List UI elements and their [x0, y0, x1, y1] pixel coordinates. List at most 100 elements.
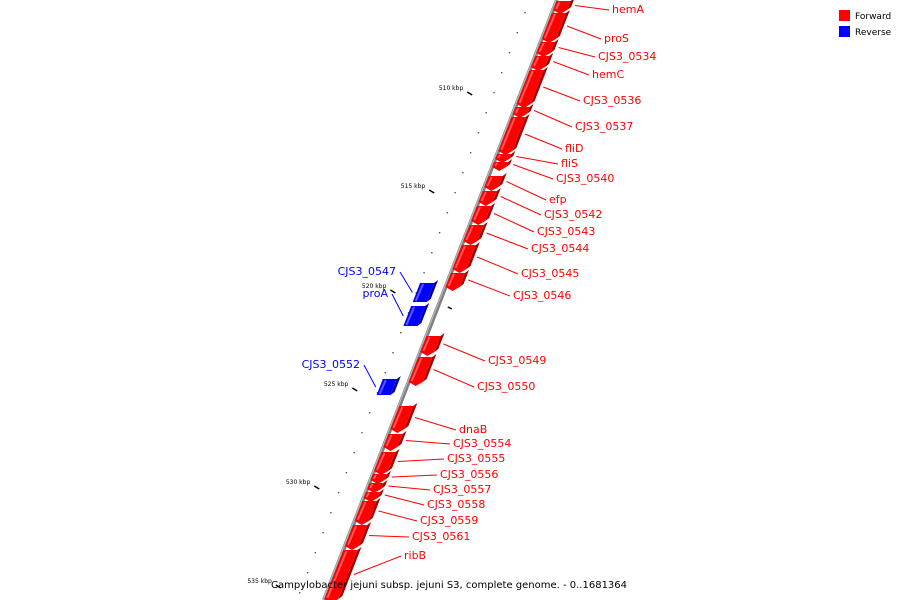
tick-label: 535 kbp [247, 578, 272, 585]
label-leader [533, 110, 573, 128]
gene-efp-shape [484, 173, 507, 191]
gene-label-CJS3_0561: CJS3_0561 [412, 530, 470, 543]
gene-shape-shine [514, 107, 520, 114]
gene-proA-shape [403, 303, 430, 326]
gene-CJS3_0561-shape [344, 522, 372, 550]
label-leader [369, 535, 410, 538]
gene-CJS3_0554-shape [383, 431, 407, 451]
label-leader [512, 164, 554, 180]
gene-shape-face [403, 306, 426, 326]
gene-shape-side [426, 280, 439, 302]
gene-label-CJS3_0558: CJS3_0558 [427, 498, 485, 511]
gene-shape-side [358, 522, 372, 546]
label-leader [574, 5, 610, 11]
gene-CJS3_0546-shape [445, 270, 469, 291]
label-leader [405, 440, 451, 445]
gene-label-CJS3_0544: CJS3_0544 [531, 242, 589, 255]
gene-shape-face [370, 474, 387, 484]
gene-shape-face [420, 336, 441, 356]
label-leader [414, 417, 457, 431]
gene-shape-shine [385, 434, 393, 447]
gene-shape-side [434, 333, 445, 352]
gene-shape-face [363, 492, 380, 502]
gene-CJS3_0542-shape [478, 188, 501, 206]
gene-dnaB-shape [390, 403, 418, 433]
gene-shape-side [397, 431, 407, 447]
gene-shape-shine [543, 13, 556, 39]
gene-CJS3_0556-shape [370, 471, 391, 484]
gene-shape-shine [405, 306, 416, 326]
label-leader [524, 133, 563, 150]
minor-tick [322, 532, 324, 534]
gene-shape-side [509, 151, 516, 159]
gene-shape-shine [533, 56, 540, 67]
gene-shape-shine [410, 357, 423, 382]
major-tick [390, 289, 396, 294]
minor-tick [353, 452, 355, 454]
label-leader [506, 181, 547, 201]
label-leader [516, 156, 559, 165]
legend-label-forward: Forward [855, 12, 891, 22]
major-tick [428, 189, 435, 194]
gene-shape-face [324, 550, 358, 600]
gene-shape-face [484, 176, 503, 191]
label-leader [397, 458, 445, 462]
gene-label-CJS3_0552: CJS3_0552 [302, 358, 360, 371]
gene-fliD-shape [498, 114, 530, 155]
label-leader [543, 86, 581, 102]
label-leader [391, 474, 438, 478]
gene-shape-face [478, 191, 497, 206]
minor-tick [508, 52, 511, 54]
gene-CJS3_0534-shape [536, 39, 559, 57]
gene-shape-shine [486, 176, 493, 187]
gene-shape-face [367, 483, 384, 493]
gene-shape-side [530, 67, 548, 104]
gene-ribB-shape [324, 547, 362, 600]
gene-label-CJS3_0559: CJS3_0559 [420, 514, 478, 527]
gene-shape-face [408, 357, 433, 386]
gene-label-hemC: hemC [592, 68, 624, 81]
gene-CJS3_0540-shape [492, 159, 513, 171]
gene-shape-face [445, 273, 465, 291]
gene-CJS3_0549-shape [420, 333, 445, 356]
gene-shape-shine [356, 501, 367, 521]
legend: Forward Reverse [839, 10, 892, 38]
tick-marks: 510 kbp 515 kbp 520 kbp 525 kbp 530 kbp 535 k… [247, 12, 530, 594]
gene-shape-side [477, 222, 488, 241]
gene-CJS3_0544-shape [463, 222, 488, 245]
label-leader [353, 555, 402, 575]
label-leader [388, 485, 431, 491]
minor-tick [485, 112, 487, 114]
gene-label-CJS3_0547: CJS3_0547 [338, 265, 396, 278]
gene-label-ribB: ribB [404, 549, 426, 562]
label-leader [552, 61, 590, 76]
gene-CJS3_0552-shape [376, 376, 401, 395]
gene-label-CJS3_0555: CJS3_0555 [447, 452, 505, 465]
minor-tick [400, 332, 402, 334]
gene-label-CJS3_0536: CJS3_0536 [583, 94, 641, 107]
gene-CJS3_0559-shape [354, 498, 381, 525]
minor-tick [337, 492, 340, 494]
gene-shape-face [530, 56, 550, 71]
gene-CJS3_0545-shape [452, 242, 480, 273]
gene-shape-shine [447, 273, 455, 287]
gene-shape-face [512, 107, 530, 118]
gene-features [324, 0, 574, 600]
gene-shape-shine [378, 379, 387, 395]
label-leader [399, 271, 413, 293]
label-leader [500, 196, 542, 216]
label-leader [486, 232, 529, 250]
gene-label-CJS3_0545: CJS3_0545 [521, 267, 579, 280]
gene-shape-shine [494, 162, 498, 167]
gene-CJS3_0558-shape [363, 489, 384, 502]
gene-shape-shine [555, 1, 561, 10]
minor-tick [431, 252, 433, 254]
gene-shape-side [368, 498, 381, 521]
minor-tick [407, 312, 410, 314]
gene-shape-side [381, 480, 388, 489]
gene-shape-side [550, 39, 559, 53]
gene-label-dnaB: dnaB [459, 423, 487, 436]
gene-hemA-shape [553, 0, 574, 14]
minor-tick [501, 72, 503, 74]
gene-shape-shine [369, 483, 374, 489]
